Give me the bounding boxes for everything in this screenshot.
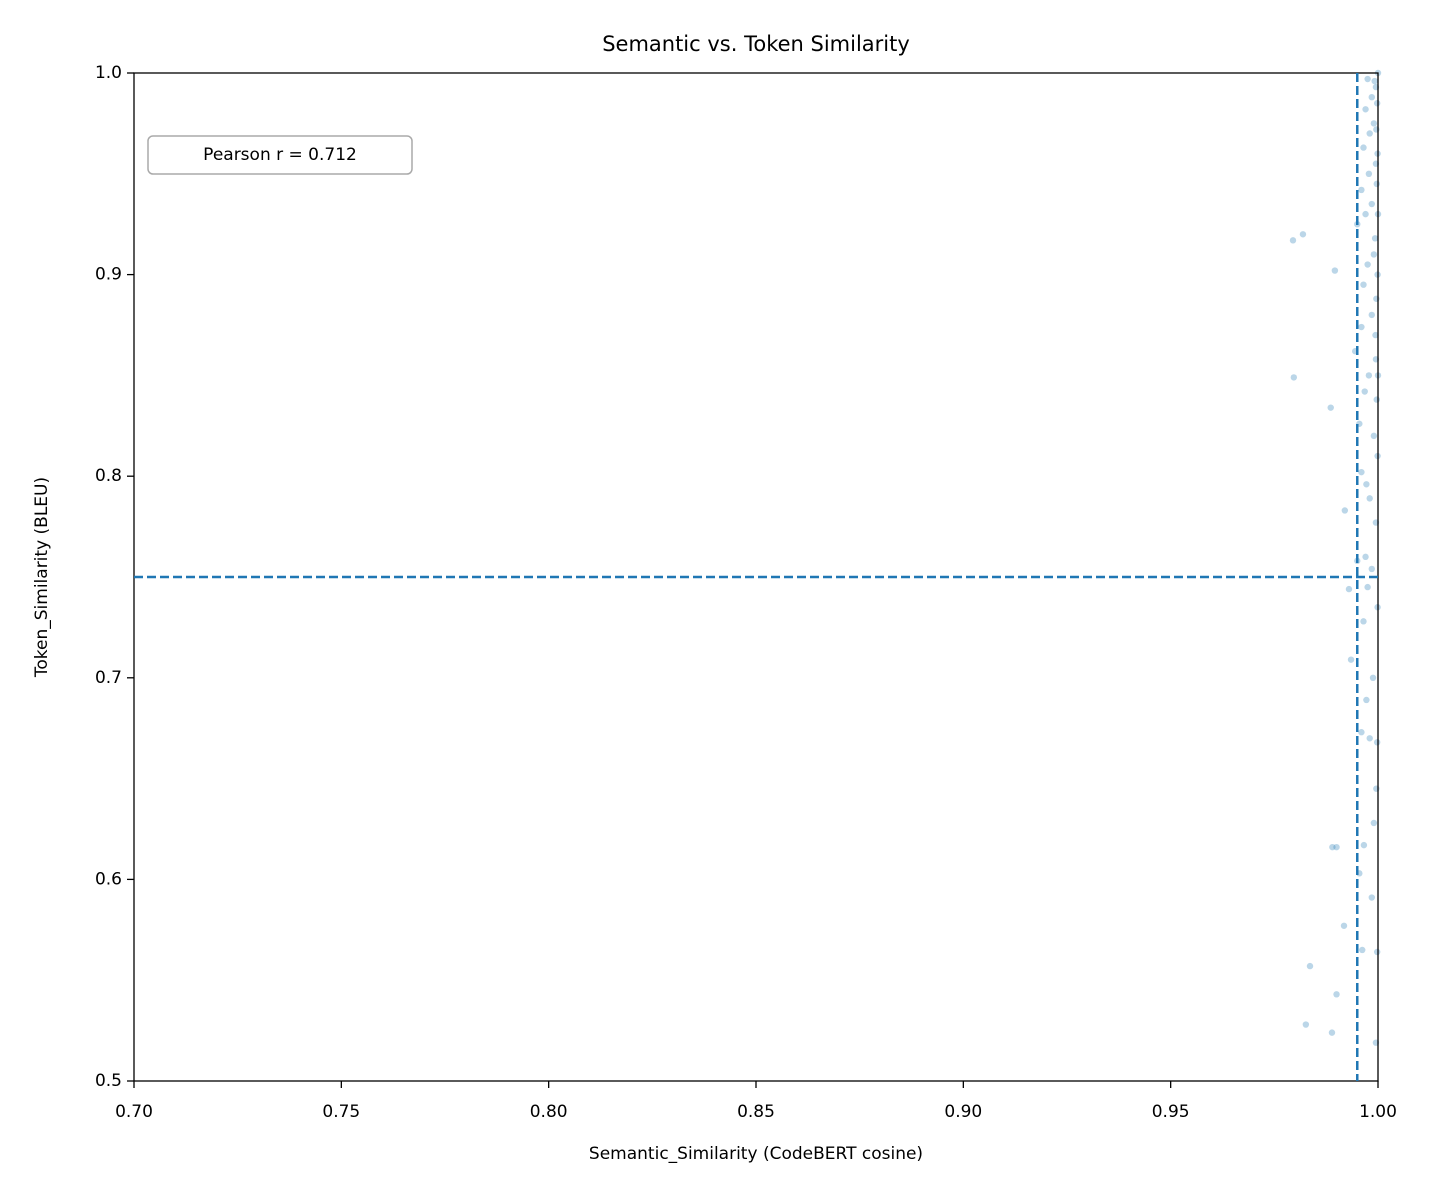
scatter-point <box>1368 93 1375 101</box>
scatter-point <box>1370 819 1378 827</box>
scatter-point <box>1306 962 1314 970</box>
scatter-point <box>1327 404 1334 411</box>
x-tick-label: 0.75 <box>322 1102 360 1122</box>
x-tick-label: 0.80 <box>530 1102 568 1122</box>
y-tick-label: 1.0 <box>95 63 122 83</box>
scatter-point <box>1371 77 1378 85</box>
scatter-point <box>1289 237 1297 244</box>
scatter-point <box>1368 894 1375 901</box>
scatter-point <box>1347 656 1355 663</box>
scatter-point <box>1370 432 1378 440</box>
y-tick-label: 0.8 <box>95 466 122 486</box>
scatter-point <box>1370 251 1378 258</box>
scatter-point <box>1364 75 1371 83</box>
y-tick-label: 0.9 <box>95 265 122 285</box>
x-axis-label: Semantic_Similarity (CodeBERT cosine) <box>589 1144 923 1164</box>
scatter-point <box>1340 922 1348 929</box>
scatter-point <box>1345 585 1353 593</box>
scatter-point <box>1366 495 1373 502</box>
scatter-point <box>1371 235 1379 242</box>
y-tick-label: 0.6 <box>95 869 122 889</box>
scatter-point <box>1368 311 1375 319</box>
scatter-point <box>1299 231 1307 238</box>
scatter-point <box>1360 144 1367 151</box>
scatter-point <box>1333 843 1340 851</box>
scatter-point <box>1373 180 1380 188</box>
scatter-point <box>1331 267 1339 274</box>
scatter-point <box>1361 388 1368 395</box>
y-tick-label: 0.5 <box>95 1071 122 1091</box>
scatter-point <box>1369 674 1377 681</box>
scatter-point <box>1360 281 1367 288</box>
scatter-point <box>1365 372 1373 379</box>
scatter-point <box>1290 374 1298 381</box>
scatter-point <box>1368 565 1375 573</box>
scatter-point <box>1366 130 1373 137</box>
scatter-point <box>1363 696 1370 704</box>
x-tick-label: 0.70 <box>115 1102 153 1122</box>
y-axis-label: Token_Similarity (BLEU) <box>32 477 52 678</box>
scatter-point <box>1365 170 1373 177</box>
scatter-point <box>1358 323 1365 331</box>
y-tick-label: 0.7 <box>95 668 122 688</box>
x-tick-label: 0.95 <box>1152 1102 1190 1122</box>
scatter-point <box>1370 120 1378 127</box>
x-tick-label: 1.00 <box>1359 1102 1397 1122</box>
scatter-point <box>1373 948 1381 956</box>
scatter-point <box>1360 618 1367 625</box>
scatter-point <box>1359 946 1366 954</box>
x-tick-label: 0.90 <box>944 1102 982 1122</box>
scatter-point <box>1366 735 1373 742</box>
scatter-point <box>1329 843 1336 851</box>
scatter-point <box>1333 991 1340 998</box>
scatter-point <box>1373 100 1381 107</box>
scatter-point <box>1364 261 1371 268</box>
scatter-point <box>1372 331 1379 339</box>
scatter-point <box>1362 210 1369 218</box>
scatter-point <box>1328 1029 1336 1036</box>
annotation-box <box>147 135 413 175</box>
scatter-point <box>1362 553 1369 561</box>
chart-title: Semantic vs. Token Similarity <box>602 32 910 56</box>
scatter-point <box>1362 106 1369 113</box>
scatter-point <box>1364 583 1371 591</box>
x-tick-label: 0.85 <box>737 1102 775 1122</box>
scatter-point <box>1363 481 1370 488</box>
scatter-point <box>1373 396 1380 403</box>
scatter-point <box>1373 739 1381 746</box>
scatter-point <box>1302 1021 1310 1028</box>
scatter-point <box>1358 186 1365 194</box>
scatter-point <box>1358 468 1365 476</box>
scatter-point <box>1368 200 1375 208</box>
scatter-point <box>1358 729 1365 736</box>
scatter-point <box>1341 507 1349 514</box>
plot-area <box>1289 69 1382 1046</box>
scatter-point <box>1360 841 1368 849</box>
annotation: Pearson r = 0.712 <box>203 145 357 165</box>
